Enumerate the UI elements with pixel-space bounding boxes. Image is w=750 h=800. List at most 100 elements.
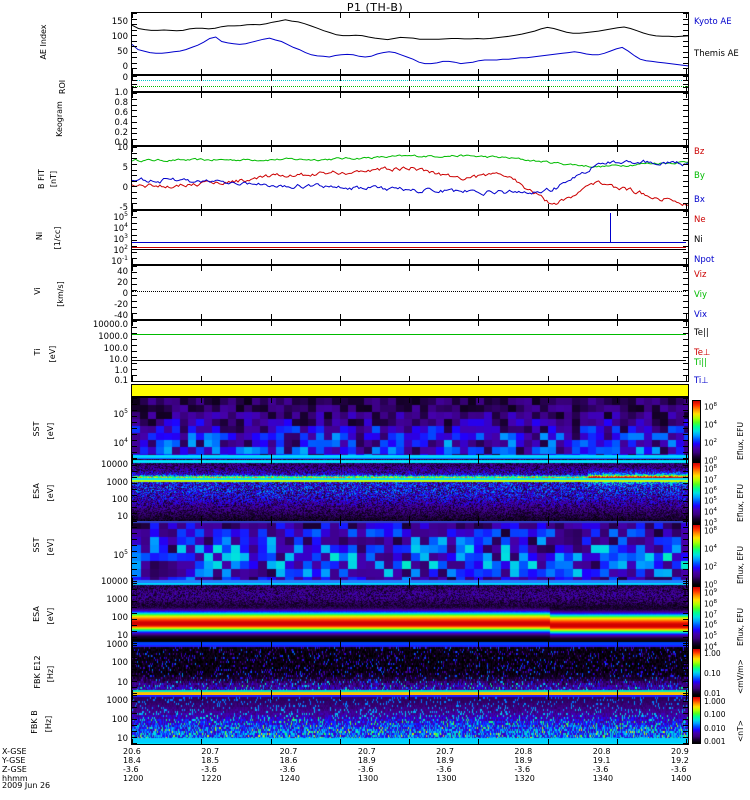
xaxis-value-x-gse-5: 20.8: [514, 747, 533, 756]
axis-tick: [132, 452, 137, 453]
axis-tick: [132, 266, 137, 267]
axis-tick: [132, 404, 137, 405]
axis-tick: [409, 739, 410, 744]
axis-tick: [548, 321, 549, 326]
panel-sst-ion-spectrogram[interactable]: [131, 397, 689, 459]
legend-label-viz: Viz: [694, 270, 707, 280]
panel-sst-electron-spectrogram[interactable]: [131, 521, 689, 583]
axis-tick: [686, 739, 687, 744]
axis-tick: [683, 290, 688, 291]
axis-tick: [271, 695, 272, 700]
xaxis-value-x-gse-3: 20.7: [357, 747, 376, 756]
axis-tick: [683, 68, 688, 69]
axis-tick: [340, 583, 341, 588]
axis-tick: [132, 422, 137, 423]
axis-tick: [132, 93, 133, 98]
axis-tick: [683, 539, 688, 540]
asi-bar: [131, 384, 689, 397]
panel-unit-esa-electron: [eV]: [46, 607, 55, 625]
axis-tick: [271, 69, 272, 74]
axis-tick: [686, 69, 687, 74]
axis-tick: [683, 521, 688, 522]
panel-roi: [131, 75, 689, 92]
colorbar-tick-esa_i-5: 103: [704, 518, 718, 528]
axis-tick: [132, 147, 137, 148]
legend-label-themis-ae: Themis AE: [694, 49, 739, 59]
axis-tick: [617, 578, 618, 583]
axis-tick: [548, 521, 549, 526]
axis-tick: [686, 259, 687, 264]
colorbar-esa_e: [692, 586, 701, 648]
ti-ytick-100: 100.0: [103, 344, 128, 354]
axis-tick: [132, 458, 137, 459]
keo-ytick-04: 0.4: [114, 118, 128, 128]
axis-tick: [683, 192, 688, 193]
legend-label-tiperp: Ti⊥: [694, 376, 709, 386]
panel-esa-electron-spectrogram[interactable]: [131, 583, 689, 645]
axis-tick: [132, 645, 133, 650]
axis-tick: [132, 307, 137, 308]
axis-tick: [683, 41, 688, 42]
axis-tick: [132, 258, 137, 259]
axis-tick: [683, 240, 688, 241]
axis-tick: [132, 695, 137, 696]
axis-tick: [686, 521, 687, 526]
axis-tick: [548, 516, 549, 521]
axis-tick: [409, 13, 410, 18]
legend-label-npot: Npot: [694, 255, 715, 265]
xaxis-value-z-gse-4: -3.6: [436, 765, 452, 774]
axis-tick: [132, 471, 137, 472]
fbke-ytick-10: 10: [117, 678, 128, 688]
axis-tick: [132, 140, 133, 145]
axis-tick: [132, 278, 137, 279]
axis-tick: [132, 252, 137, 253]
axis-tick: [271, 398, 272, 403]
xaxis-value-hhmm-4: 1300: [436, 774, 457, 783]
axis-tick: [132, 235, 137, 236]
axis-tick: [271, 147, 272, 152]
panel-esa-ion-spectrogram[interactable]: [131, 459, 689, 521]
panel-label-sst-ion: SST: [32, 421, 41, 437]
axis-tick: [201, 69, 202, 74]
axis-tick: [683, 619, 688, 620]
axis-tick: [132, 80, 137, 81]
colorbar-tick-sst_e-0: 108: [704, 526, 718, 536]
axis-tick: [617, 93, 618, 98]
ae-index-traces: [132, 19, 688, 67]
axis-tick: [683, 404, 688, 405]
axis-tick: [132, 128, 137, 129]
axis-tick: [132, 153, 137, 154]
panel-fbk-b-spectrogram[interactable]: [131, 695, 689, 745]
xaxis-value-z-gse-0: -3.6: [123, 765, 139, 774]
xaxis-value-y-gse-7: 19.2: [671, 756, 689, 765]
axis-tick: [683, 147, 688, 148]
panel-fbk-e12-spectrogram[interactable]: [131, 645, 689, 695]
axis-tick: [340, 695, 341, 700]
axis-tick: [132, 192, 137, 193]
axis-tick: [683, 63, 688, 64]
axis-tick: [132, 640, 133, 645]
colorbar-tick-esa_i-0: 108: [704, 464, 718, 474]
axis-tick: [132, 601, 137, 602]
axis-tick: [132, 625, 137, 626]
axis-tick: [132, 87, 137, 88]
axis-tick: [132, 170, 137, 171]
axis-tick: [683, 313, 688, 314]
axis-tick: [478, 266, 479, 271]
axis-tick: [340, 454, 341, 459]
axis-tick: [683, 76, 688, 77]
axis-tick: [132, 266, 133, 271]
xaxis-value-hhmm-3: 1300: [357, 774, 379, 783]
axis-tick: [201, 259, 202, 264]
axis-tick: [548, 259, 549, 264]
panel-label-keogram: Keogram: [55, 101, 64, 137]
fbkb-ytick-10: 10: [117, 734, 128, 744]
panel-unit-vi: [km/s]: [56, 281, 65, 307]
colorbar-title-esa_i: Eflux, EFU: [736, 484, 745, 522]
colorbar-tick-fbk_e-0: 1.00: [704, 649, 721, 658]
axis-tick: [271, 516, 272, 521]
axis-tick: [201, 321, 202, 326]
axis-tick: [478, 516, 479, 521]
axis-tick: [683, 369, 688, 370]
axis-tick: [683, 170, 688, 171]
